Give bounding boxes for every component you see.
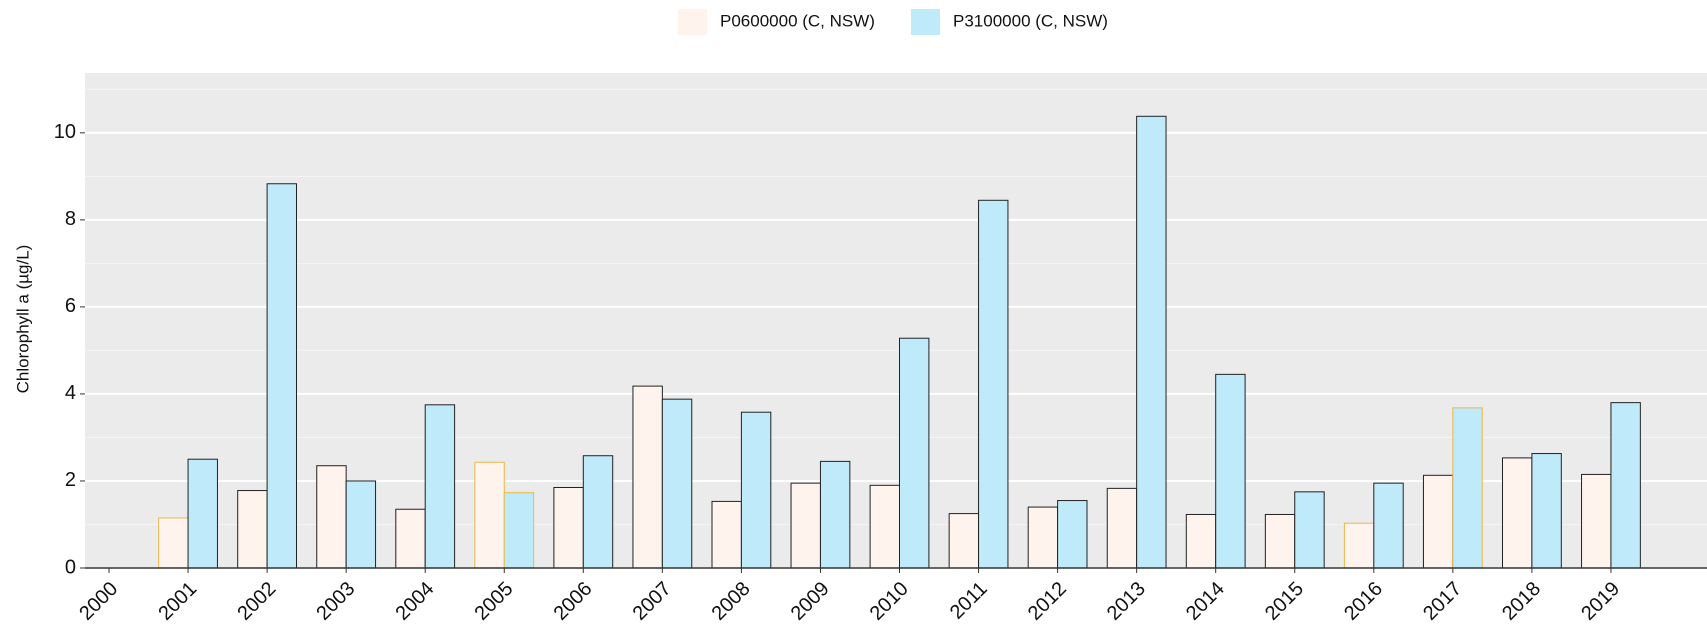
bar <box>1027 506 1059 569</box>
y-tick-label: 4 <box>65 382 76 404</box>
bar <box>661 398 693 569</box>
bar <box>395 508 426 569</box>
bar <box>237 490 268 569</box>
x-tick-label: 2003 <box>312 578 359 625</box>
x-tick-label: 2009 <box>787 578 834 625</box>
bar <box>1581 473 1612 569</box>
legend-swatch <box>911 9 940 35</box>
legend-label: P0600000 (C, NSW) <box>720 11 875 30</box>
bar <box>345 480 377 569</box>
y-axis-label: Chlorophyll a (µg/L) <box>13 245 32 394</box>
x-tick-label: 2017 <box>1419 578 1466 625</box>
bar <box>819 460 851 569</box>
bar <box>869 484 900 569</box>
bar <box>1106 487 1138 569</box>
bar <box>158 517 189 569</box>
bar <box>1136 115 1167 569</box>
bar <box>266 183 298 569</box>
bar <box>316 465 347 569</box>
legend-label: P3100000 (C, NSW) <box>953 11 1108 30</box>
bar <box>899 337 930 569</box>
bar <box>632 385 663 569</box>
x-tick-label: 2008 <box>708 578 755 625</box>
bar <box>1422 474 1454 569</box>
x-tick-label: 2004 <box>391 578 438 625</box>
bar <box>1610 402 1641 569</box>
bar <box>582 455 614 569</box>
bar <box>1373 482 1404 569</box>
x-tick-label: 2001 <box>154 578 201 625</box>
x-tick-label: 2019 <box>1577 578 1624 625</box>
x-tick-label: 2014 <box>1182 578 1229 625</box>
x-tick-label: 2011 <box>946 578 992 624</box>
x-tick-label: 2002 <box>233 578 280 625</box>
bar <box>503 492 535 569</box>
bar <box>978 199 1009 569</box>
bar <box>1502 457 1533 569</box>
y-tick-label: 8 <box>65 208 76 230</box>
y-tick-label: 6 <box>65 295 76 317</box>
bar <box>424 404 456 569</box>
x-tick-label: 2010 <box>866 578 913 625</box>
x-tick-label: 2000 <box>75 578 122 625</box>
bar <box>948 513 980 569</box>
bar <box>553 486 584 569</box>
bar <box>1215 373 1246 569</box>
x-tick-label: 2006 <box>550 578 597 625</box>
x-tick-label: 2012 <box>1024 578 1071 625</box>
x-tick-label: 2007 <box>629 578 676 625</box>
bar <box>1264 513 1296 569</box>
x-tick-label: 2013 <box>1103 578 1150 625</box>
y-tick-label: 2 <box>65 469 76 491</box>
bar <box>740 411 772 569</box>
bar <box>187 458 218 569</box>
bar <box>1294 491 1325 569</box>
bar <box>1057 500 1088 569</box>
bar <box>1452 407 1483 569</box>
bar <box>1531 453 1562 569</box>
bar <box>474 461 505 569</box>
x-tick-label: 2016 <box>1340 578 1387 625</box>
y-tick-label: 0 <box>65 556 76 578</box>
bar <box>711 500 742 569</box>
x-tick-label: 2005 <box>470 578 517 625</box>
bar <box>1343 522 1375 569</box>
bar <box>1185 513 1217 569</box>
x-tick-label: 2018 <box>1498 578 1545 625</box>
legend-swatch <box>678 9 707 35</box>
bar <box>790 482 821 569</box>
x-tick-label: 2015 <box>1261 578 1308 625</box>
y-tick-label: 10 <box>54 121 76 143</box>
